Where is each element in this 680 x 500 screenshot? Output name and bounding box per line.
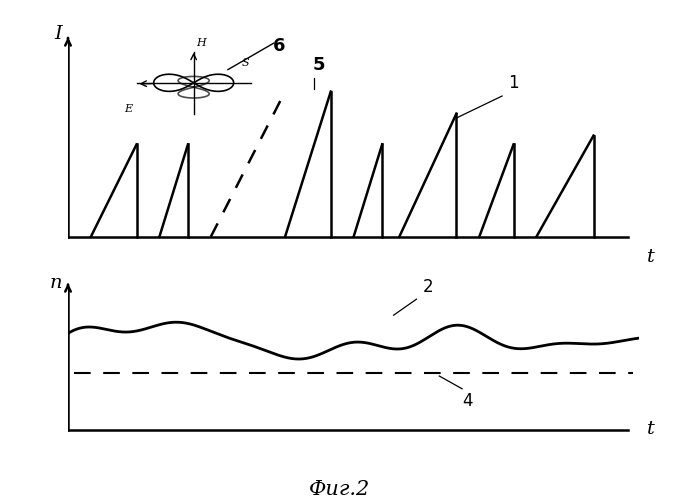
Text: E: E: [124, 104, 132, 114]
Text: I: I: [54, 26, 63, 44]
Text: 6: 6: [273, 36, 286, 54]
Text: n: n: [50, 274, 63, 292]
Text: H: H: [197, 38, 206, 48]
Text: 4: 4: [462, 392, 473, 410]
Text: t: t: [647, 420, 655, 438]
Text: 2: 2: [422, 278, 433, 296]
Text: 5: 5: [313, 56, 326, 74]
Text: 1: 1: [508, 74, 519, 92]
Text: Фиг.2: Фиг.2: [309, 480, 371, 499]
Text: S: S: [241, 58, 249, 68]
Text: t: t: [647, 248, 655, 266]
